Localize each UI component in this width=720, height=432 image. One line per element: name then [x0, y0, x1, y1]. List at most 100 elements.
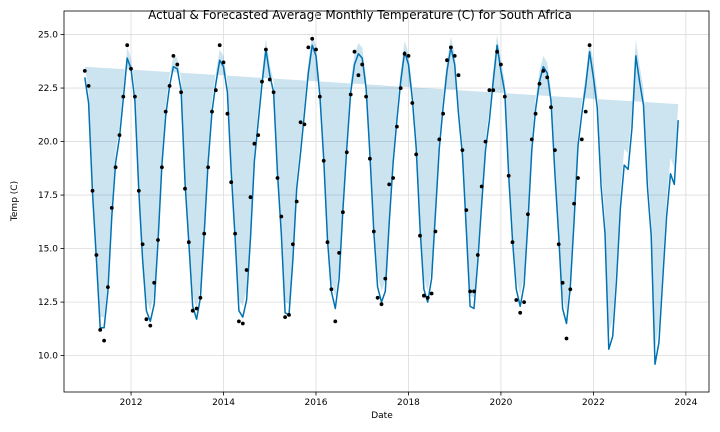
actual-point — [364, 94, 368, 99]
actual-point — [449, 45, 453, 50]
actual-point — [140, 242, 145, 247]
actual-point — [264, 47, 268, 52]
actual-point — [522, 300, 526, 304]
actual-point — [541, 69, 546, 73]
actual-point — [414, 152, 419, 157]
actual-point — [556, 242, 561, 247]
actual-point — [237, 319, 241, 324]
actual-point — [499, 62, 503, 67]
actual-point — [445, 58, 449, 63]
actual-point — [568, 287, 573, 292]
actual-point — [518, 310, 523, 315]
actual-point — [549, 105, 553, 110]
actual-point — [202, 231, 207, 236]
actual-point — [333, 319, 338, 324]
actual-point — [422, 293, 426, 298]
actual-point — [452, 54, 457, 58]
actual-point — [456, 73, 461, 78]
actual-point — [529, 137, 534, 142]
actual-point — [371, 229, 376, 234]
actual-point — [329, 287, 334, 292]
actual-point — [437, 137, 442, 142]
x-tick-label: 2014 — [212, 398, 235, 408]
actual-point — [572, 201, 576, 206]
actual-point — [502, 94, 507, 99]
actual-point — [487, 88, 492, 93]
actual-point — [109, 206, 114, 210]
actual-point — [291, 242, 295, 247]
actual-point — [117, 133, 122, 138]
actual-point — [294, 199, 299, 204]
actual-point — [260, 79, 264, 84]
plot-frame — [63, 10, 710, 393]
x-axis-ticks: 2012 2014 2016 2018 2020 2022 2024 — [120, 392, 698, 408]
actual-point — [383, 276, 388, 281]
y-tick-label: 25.0 — [38, 31, 58, 41]
actual-point — [395, 124, 399, 129]
actual-point — [136, 188, 141, 193]
actual-point — [537, 81, 542, 86]
actual-point — [472, 289, 476, 294]
actual-point — [233, 231, 238, 236]
actual-point — [298, 120, 303, 125]
y-tick-label: 22.5 — [38, 84, 58, 94]
actual-point — [310, 36, 315, 41]
actual-point — [186, 240, 191, 245]
actual-point — [564, 336, 569, 341]
actual-point — [391, 176, 395, 180]
actual-point — [302, 122, 307, 127]
x-tick-label: 2012 — [120, 398, 143, 408]
actual-point — [425, 295, 430, 300]
actual-point — [483, 139, 488, 144]
actual-point — [464, 208, 469, 213]
actual-point — [375, 295, 380, 300]
actual-point — [418, 233, 422, 238]
actual-point — [133, 94, 137, 99]
y-tick-label: 17.5 — [38, 191, 58, 201]
actual-point — [410, 101, 415, 105]
forecast-line-layer — [84, 44, 679, 365]
actual-point — [190, 308, 195, 313]
actual-point — [198, 295, 203, 300]
actual-point — [553, 148, 557, 153]
actual-point — [267, 77, 272, 82]
actual-point — [321, 158, 326, 163]
y-tick-label: 15.0 — [38, 245, 58, 255]
forecast-line — [84, 44, 679, 365]
actual-point — [560, 280, 565, 285]
actual-point — [398, 86, 403, 90]
actual-point — [229, 180, 234, 185]
actual-point — [82, 69, 87, 73]
actual-point — [98, 328, 103, 332]
actual-point — [491, 88, 496, 93]
actual-point — [287, 313, 291, 317]
actual-point — [167, 84, 172, 88]
actual-point — [113, 165, 118, 170]
actual-point — [125, 43, 130, 48]
actual-point — [526, 212, 530, 217]
actual-point — [344, 150, 349, 155]
actual-points — [82, 36, 592, 343]
actual-point — [587, 43, 592, 48]
actual-point — [579, 137, 584, 142]
x-tick-label: 2018 — [397, 398, 420, 408]
actual-point — [248, 195, 253, 200]
actual-point — [152, 280, 157, 285]
actual-point — [163, 109, 168, 114]
actual-point — [468, 289, 472, 294]
actual-point — [240, 321, 245, 326]
actual-point — [194, 306, 199, 311]
actual-point — [252, 141, 257, 146]
actual-point — [352, 49, 357, 54]
actual-point — [283, 315, 287, 319]
actual-point — [402, 51, 407, 56]
actual-point — [360, 62, 365, 67]
x-tick-label: 2024 — [674, 398, 697, 408]
actual-point — [495, 49, 499, 54]
y-tick-label: 10.0 — [38, 352, 58, 362]
actual-point — [460, 148, 465, 153]
x-tick-label: 2016 — [305, 398, 328, 408]
actual-point — [221, 60, 226, 65]
actual-point — [213, 88, 218, 93]
actual-point — [479, 184, 484, 189]
